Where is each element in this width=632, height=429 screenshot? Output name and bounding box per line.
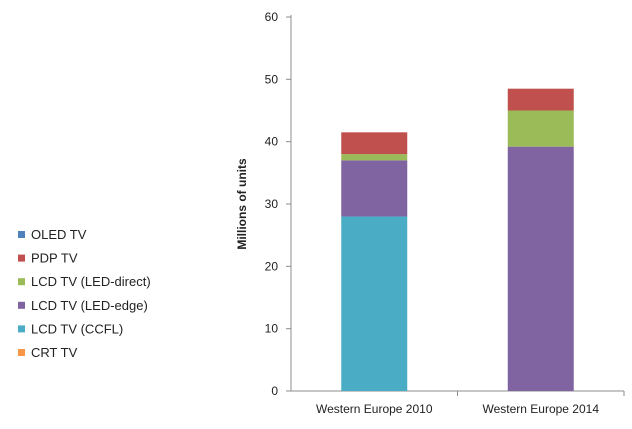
bar-segment: [341, 154, 408, 161]
y-tick-label: 60: [265, 10, 279, 24]
legend-label: LCD TV (LED-edge): [31, 298, 148, 313]
bar-segment: [507, 146, 574, 391]
bar-segment: [507, 88, 574, 111]
y-tick-label: 50: [265, 72, 279, 86]
legend-swatch: [18, 231, 25, 238]
bar-segment: [341, 160, 408, 217]
legend-label: LCD TV (CCFL): [31, 321, 123, 336]
x-tick-label: Western Europe 2014: [482, 402, 599, 416]
y-tick-label: 30: [265, 197, 279, 211]
legend-label: CRT TV: [31, 345, 78, 360]
legend-label: LCD TV (LED-direct): [31, 274, 151, 289]
legend-label: OLED TV: [31, 227, 87, 242]
legend-swatch: [18, 325, 25, 333]
legend-swatch: [18, 278, 25, 286]
y-tick-label: 40: [265, 135, 279, 149]
legend-swatch: [18, 301, 25, 309]
bar-segment: [341, 216, 408, 391]
y-tick-label: 0: [271, 384, 278, 398]
bar-segment: [507, 110, 574, 147]
y-axis-title: Millions of units: [235, 158, 249, 250]
x-tick-label: Western Europe 2010: [316, 402, 433, 416]
bar-segment: [341, 132, 408, 155]
y-tick-label: 20: [265, 259, 279, 273]
legend-swatch: [18, 349, 25, 356]
legend-label: PDP TV: [31, 251, 78, 266]
legend-swatch: [18, 254, 25, 262]
y-tick-label: 10: [265, 322, 279, 336]
